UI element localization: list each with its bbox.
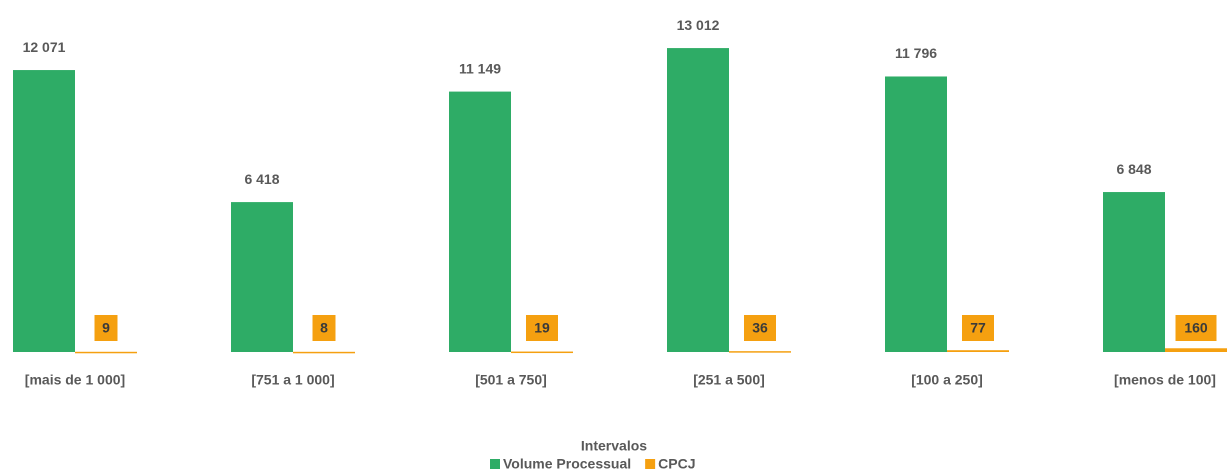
data-label-box <box>962 315 994 341</box>
data-label-box <box>94 315 118 341</box>
data-label-box <box>312 315 336 341</box>
x-tick-label: [menos de 100] <box>1114 372 1216 388</box>
x-tick-label: [751 a 1 000] <box>251 372 334 388</box>
data-label-box <box>1175 315 1217 341</box>
legend-label: CPCJ <box>658 456 695 472</box>
bar <box>293 351 355 354</box>
data-label-box <box>744 315 776 341</box>
bar <box>449 91 511 352</box>
bar <box>885 76 947 353</box>
x-tick-label: [251 a 500] <box>693 372 765 388</box>
bar <box>947 350 1009 352</box>
bar <box>75 351 137 354</box>
data-label-box <box>526 315 558 341</box>
data-label: 77 <box>970 320 986 336</box>
x-tick-label: [501 a 750] <box>475 372 547 388</box>
bar <box>231 202 293 352</box>
bar <box>1103 192 1165 352</box>
bar <box>13 70 75 352</box>
bar <box>511 351 573 354</box>
data-label: 160 <box>1184 320 1208 336</box>
x-tick-label: [100 a 250] <box>911 372 983 388</box>
data-label: 12 071 <box>23 39 66 55</box>
data-label: 9 <box>102 320 110 336</box>
data-label: 11 149 <box>459 60 501 76</box>
data-label: 19 <box>534 320 550 336</box>
legend-label: Volume Processual <box>503 456 631 472</box>
bar <box>667 48 729 353</box>
bar <box>1165 348 1227 352</box>
data-label: 11 796 <box>895 45 937 61</box>
data-label: 8 <box>320 320 328 336</box>
legend-swatch <box>645 459 656 469</box>
data-label: 36 <box>752 320 768 336</box>
x-tick-label: [mais de 1 000] <box>25 372 125 388</box>
data-label: 13 012 <box>677 17 720 33</box>
bar <box>729 351 791 353</box>
data-label: 6 418 <box>244 171 279 187</box>
x-axis-title: Intervalos <box>581 438 647 454</box>
legend-swatch <box>490 459 500 469</box>
data-label: 6 848 <box>1116 161 1151 177</box>
